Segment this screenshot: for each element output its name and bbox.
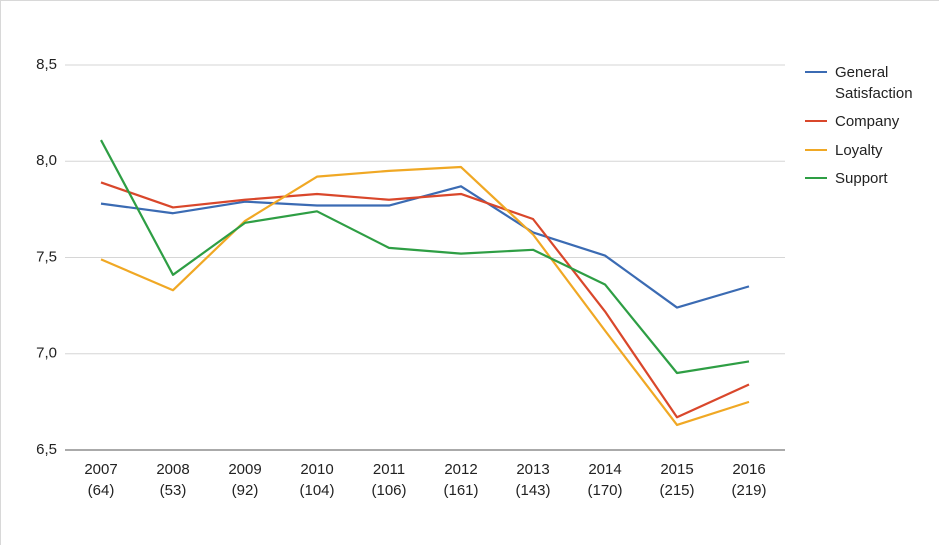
legend-item: Loyalty [805, 140, 939, 161]
line-series [100, 139, 750, 375]
y-tick-label: 8,5 [36, 56, 57, 73]
y-tick-label: 6,5 [36, 441, 57, 458]
y-tick-label: 8,0 [36, 152, 57, 169]
legend-label: General Satisfaction [835, 64, 913, 102]
legend-label: Loyalty [835, 142, 883, 159]
x-tick-label: 2007 (64) [84, 461, 118, 499]
x-tick-label: 2008 (53) [156, 461, 190, 499]
x-tick-label: 2015 (215) [659, 461, 695, 499]
legend-swatch [805, 149, 827, 151]
x-tick-label: 2010 (104) [299, 461, 335, 499]
legend-item: General Satisfaction [805, 62, 939, 104]
legend-item: Support [805, 168, 939, 189]
x-tick-label: 2011 (106) [371, 461, 407, 499]
legend-item: Company [805, 111, 939, 132]
legend-label: Support [835, 170, 888, 187]
line-series [100, 181, 750, 419]
x-tick-label: 2014 (170) [587, 461, 623, 499]
line-series [100, 165, 750, 427]
legend-swatch [805, 71, 827, 73]
legend-label: Company [835, 113, 900, 130]
x-tick-label: 2009 (92) [228, 461, 262, 499]
y-tick-label: 7,0 [36, 345, 57, 362]
x-tick-label: 2013 (143) [515, 461, 551, 499]
y-tick-label: 7,5 [36, 248, 57, 265]
x-tick-label: 2016 (219) [731, 461, 767, 499]
legend-swatch [805, 120, 827, 122]
legend-swatch [805, 177, 827, 179]
x-tick-label: 2012 (161) [443, 461, 479, 499]
